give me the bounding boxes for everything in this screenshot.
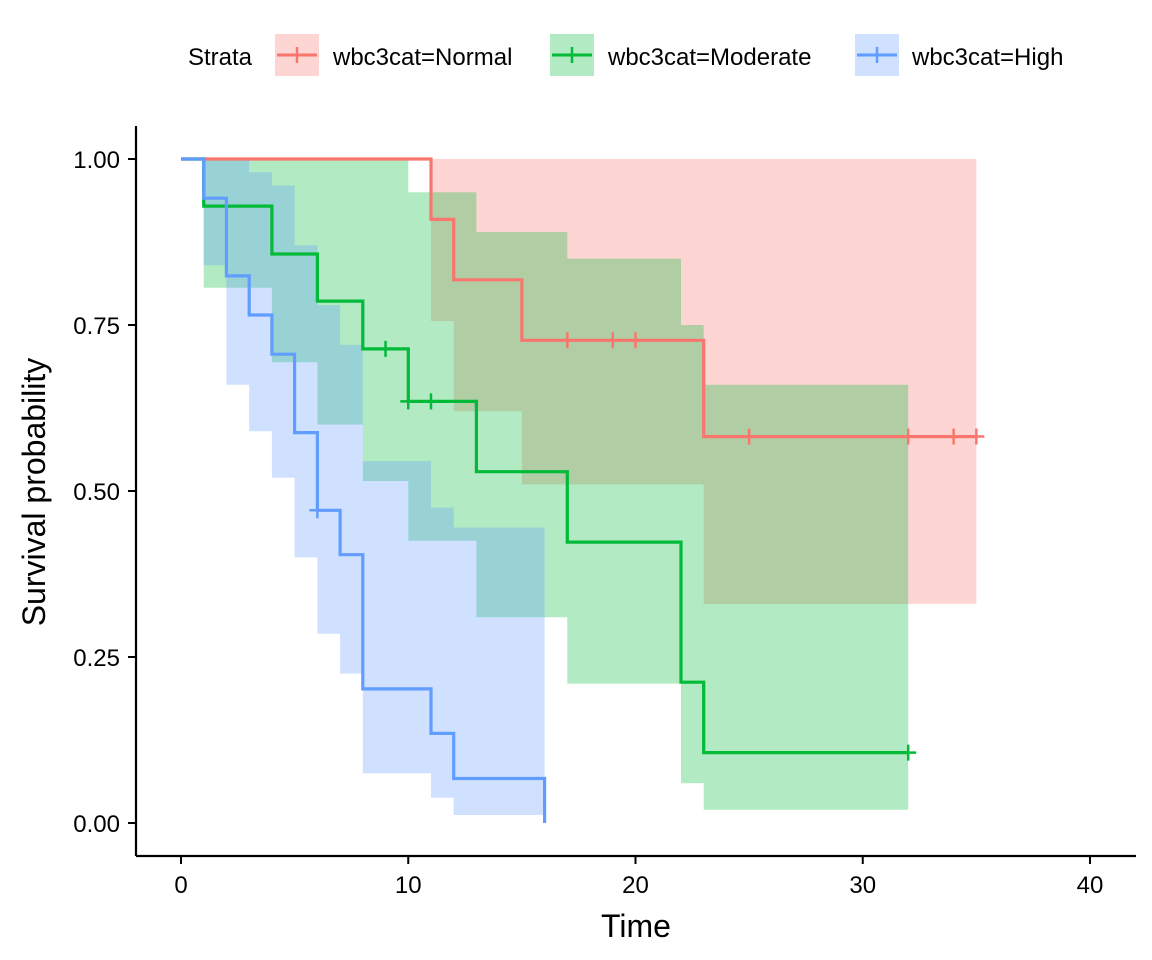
y-tick-label: 0.75 <box>73 313 120 340</box>
survival-curve-moderate <box>181 157 909 755</box>
y-axis-title: Survival probability <box>16 358 52 627</box>
y-tick-label: 0.25 <box>73 645 120 672</box>
x-tick-label: 10 <box>395 872 422 899</box>
x-tick-label: 30 <box>849 872 876 899</box>
y-tick-label: 1.00 <box>73 147 120 174</box>
censor-mark-moderate <box>377 340 394 357</box>
x-ticks: 0 10 20 30 40 <box>174 856 1103 899</box>
legend-entry-normal: wbc3cat=Normal <box>275 34 512 76</box>
confidence-band-normal <box>181 159 977 604</box>
censor-mark-normal <box>900 428 917 445</box>
legend-entry-high: wbc3cat=High <box>855 34 1063 76</box>
survival-curve-high <box>181 157 547 823</box>
legend-entry-moderate: wbc3cat=Moderate <box>550 34 811 76</box>
censor-mark-moderate <box>900 744 917 761</box>
survival-curve-normal <box>181 157 977 439</box>
y-tick-label: 0.50 <box>73 479 120 506</box>
censor-mark-normal <box>559 332 576 349</box>
censor-mark-moderate <box>422 393 439 410</box>
x-tick-label: 0 <box>174 872 187 899</box>
legend-label-normal: wbc3cat=Normal <box>332 44 512 71</box>
x-tick-label: 20 <box>622 872 649 899</box>
x-tick-label: 40 <box>1077 872 1104 899</box>
censor-marks <box>309 332 985 761</box>
legend-title: Strata <box>188 44 253 71</box>
legend: Strata wbc3cat=Normal wbc3cat=Moderate w… <box>188 34 1063 76</box>
y-tick-label: 0.00 <box>73 811 120 838</box>
censor-mark-normal <box>741 428 758 445</box>
x-axis-title: Time <box>601 908 671 944</box>
censor-mark-normal <box>945 428 962 445</box>
censor-mark-moderate <box>400 393 417 410</box>
y-ticks: 0.00 0.25 0.50 0.75 1.00 <box>73 147 136 838</box>
censor-mark-normal <box>627 332 644 349</box>
censor-mark-high <box>309 502 326 519</box>
censor-mark-normal <box>604 332 621 349</box>
legend-label-moderate: wbc3cat=Moderate <box>607 44 811 71</box>
survival-curves <box>181 157 977 823</box>
legend-label-high: wbc3cat=High <box>911 44 1063 71</box>
confidence-bands <box>181 159 977 823</box>
censor-mark-normal <box>968 428 985 445</box>
